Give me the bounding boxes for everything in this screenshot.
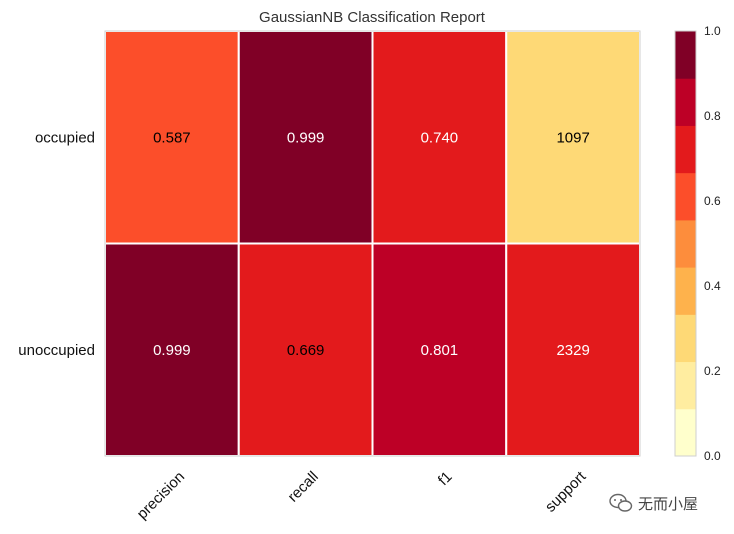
wechat-icon — [609, 493, 633, 512]
colorbar-segment — [675, 408, 696, 457]
heatmap-cell — [104, 30, 240, 245]
cell-value: 0.740 — [421, 129, 459, 146]
colorbar-tick-label: 0.6 — [704, 194, 721, 208]
colorbar-segment — [675, 267, 696, 315]
heatmap-cell — [505, 242, 641, 457]
colorbar-ticks: 0.0 0.2 0.4 0.6 0.8 1.0 — [704, 24, 721, 463]
column-labels: precision recall f1 support — [134, 468, 590, 523]
chart-title: GaussianNB Classification Report — [259, 9, 486, 26]
watermark: 无而小屋 — [609, 493, 698, 513]
colorbar-tick-label: 0.0 — [704, 449, 721, 463]
row-label: occupied — [35, 129, 95, 146]
colorbar-tick-label: 1.0 — [704, 24, 721, 38]
row-label: unoccupied — [18, 342, 95, 359]
heatmap-cell — [237, 242, 374, 457]
colorbar-segment — [675, 78, 696, 126]
colorbar-segment — [675, 361, 696, 410]
colorbar-segment — [675, 31, 696, 79]
colorbar-tick-label: 0.8 — [704, 109, 721, 123]
heatmap-cell — [237, 30, 374, 245]
cell-value: 0.669 — [287, 342, 325, 359]
colorbar-segment — [675, 172, 696, 221]
colorbar-tick-label: 0.4 — [704, 279, 721, 293]
column-label: recall — [285, 468, 322, 505]
cell-value: 0.801 — [421, 342, 459, 359]
heatmap-grid: 0.587 0.999 0.740 1097 0.999 0.669 0.801 2329 — [104, 30, 641, 457]
cell-value: 2329 — [556, 342, 589, 359]
colorbar-segment — [675, 314, 696, 363]
column-label: f1 — [435, 468, 456, 489]
cell-value: 0.587 — [153, 129, 191, 146]
cell-value: 1097 — [556, 129, 589, 146]
colorbar-tick-label: 0.2 — [704, 364, 721, 378]
heatmap-cell — [104, 242, 240, 457]
cell-value: 0.999 — [153, 342, 191, 359]
colorbar — [674, 30, 697, 457]
heatmap-cell — [505, 30, 641, 245]
watermark-text: 无而小屋 — [638, 496, 698, 513]
row-labels: occupied unoccupied — [18, 129, 95, 359]
colorbar-segment — [675, 219, 696, 268]
column-label: precision — [134, 468, 188, 522]
cell-value: 0.999 — [287, 129, 325, 146]
colorbar-segment — [675, 125, 696, 174]
column-label: support — [542, 468, 590, 516]
